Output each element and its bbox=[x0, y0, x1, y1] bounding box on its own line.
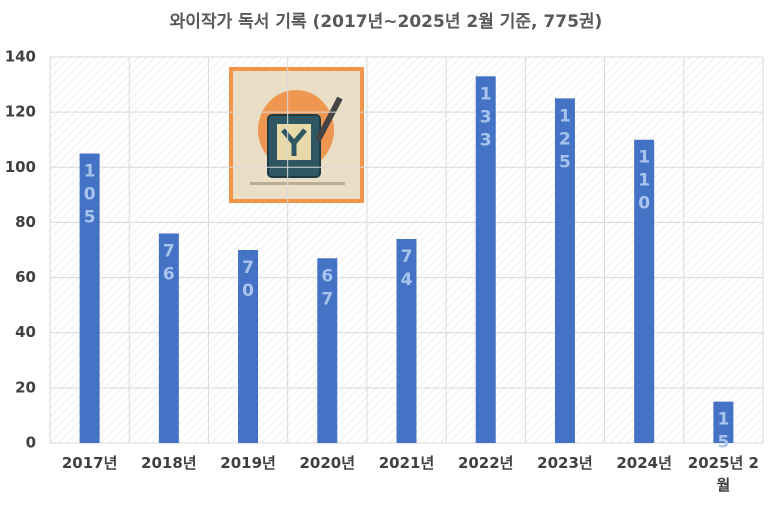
data-label: 105 bbox=[80, 162, 100, 231]
x-tick-label: 2021년 bbox=[378, 454, 435, 472]
bar bbox=[158, 233, 179, 443]
data-label: 133 bbox=[476, 84, 496, 153]
y-tick-label: 0 bbox=[26, 434, 36, 452]
bar bbox=[238, 250, 259, 443]
data-label: 125 bbox=[555, 106, 575, 175]
data-label: 15 bbox=[713, 410, 733, 456]
bar bbox=[475, 76, 496, 444]
x-tick-label: 2022년 bbox=[457, 454, 514, 472]
data-label: 110 bbox=[634, 148, 654, 217]
data-label: 74 bbox=[397, 247, 417, 293]
x-tick-label: 2017년 bbox=[61, 454, 118, 472]
y-tick-label: 20 bbox=[15, 378, 36, 396]
bar bbox=[79, 153, 100, 443]
bar bbox=[554, 98, 575, 443]
x-tick-label: 2024년 bbox=[616, 454, 672, 472]
x-tick-label: 2019년 bbox=[220, 454, 276, 472]
x-tick-label: 2020년 bbox=[299, 454, 356, 472]
bar bbox=[713, 401, 734, 443]
chart-title: 와이작가 독서 기록 (2017년~2025년 2월 기준, 775권) bbox=[170, 12, 603, 32]
y-tick-label: 100 bbox=[5, 158, 36, 176]
x-tick-label: 2025년 2월 bbox=[687, 454, 759, 494]
y-tick-label: 60 bbox=[15, 268, 36, 286]
x-tick-label: 2023년 bbox=[537, 454, 593, 472]
bar bbox=[634, 139, 655, 443]
bar bbox=[396, 238, 417, 443]
y-tick-label: 80 bbox=[15, 213, 36, 231]
data-label: 76 bbox=[159, 241, 179, 287]
y-tick-label: 140 bbox=[5, 48, 36, 66]
data-label: 67 bbox=[317, 266, 337, 312]
x-tick-label: 2018년 bbox=[141, 454, 197, 472]
data-label: 70 bbox=[238, 258, 258, 304]
y-tick-label: 40 bbox=[15, 323, 36, 341]
logo bbox=[229, 67, 364, 203]
y-tick-label: 120 bbox=[5, 103, 36, 121]
bar bbox=[317, 258, 338, 443]
